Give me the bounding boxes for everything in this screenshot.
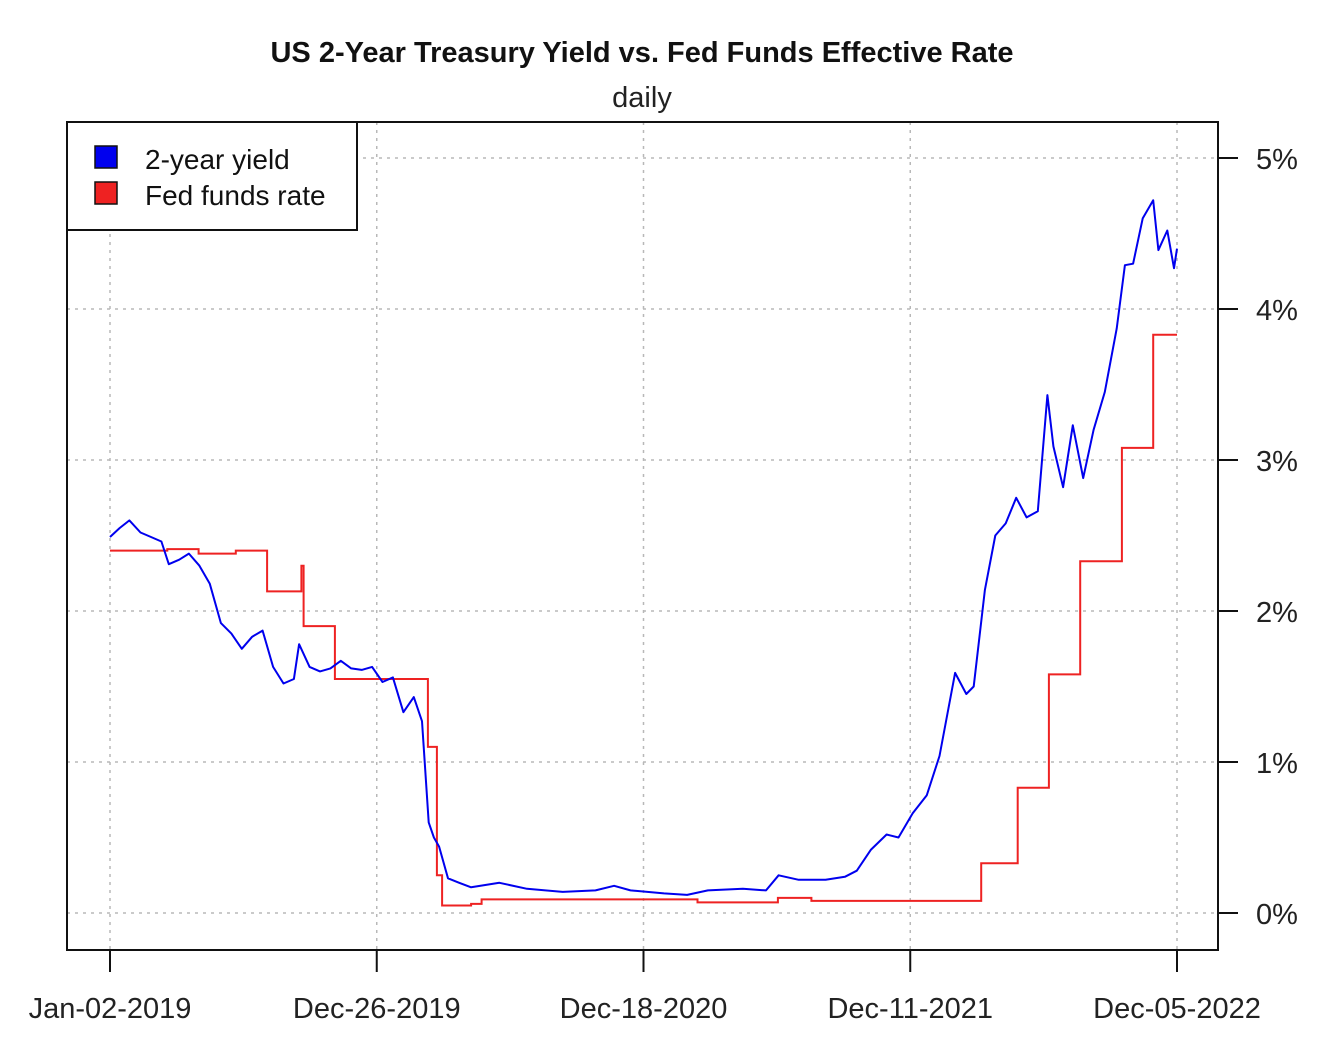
legend-swatch-2-year-yield [94, 145, 118, 169]
legend-label-fed-funds-rate: Fed funds rate [145, 180, 326, 211]
grid [67, 122, 1218, 950]
y-tick-label: 3% [1256, 446, 1298, 478]
2-year-yield-line [109, 199, 1178, 896]
plot-area-frame [66, 121, 1219, 951]
fed-funds-rate-line [110, 333, 1177, 907]
series-lines [109, 199, 1178, 907]
x-tick-label: Dec-26-2019 [293, 993, 461, 1025]
x-tick-label: Jan-02-2019 [29, 993, 192, 1025]
x-tick-label: Dec-18-2020 [560, 993, 728, 1025]
legend: 2-year yield Fed funds rate [66, 121, 358, 231]
legend-label-2-year-yield: 2-year yield [145, 144, 290, 175]
x-axis: Jan-02-2019 Dec-26-2019 Dec-18-2020 Dec-11-… [29, 950, 1261, 1025]
y-tick-label: 1% [1256, 748, 1298, 780]
x-tick-label: Dec-11-2021 [827, 993, 993, 1025]
y-tick-label: 5% [1256, 144, 1298, 176]
chart-title: US 2-Year Treasury Yield vs. Fed Funds E… [270, 37, 1013, 69]
legend-swatch-fed-funds-rate [94, 181, 118, 205]
legend-box [66, 121, 358, 231]
y-tick-label: 4% [1256, 295, 1298, 327]
y-tick-label: 2% [1256, 597, 1298, 629]
y-tick-label: 0% [1256, 899, 1298, 931]
x-tick-label: Dec-05-2022 [1093, 993, 1261, 1025]
chart-subtitle: daily [612, 82, 672, 114]
y-axis: 0% 1% 2% 3% 4% 5% [1218, 144, 1298, 931]
